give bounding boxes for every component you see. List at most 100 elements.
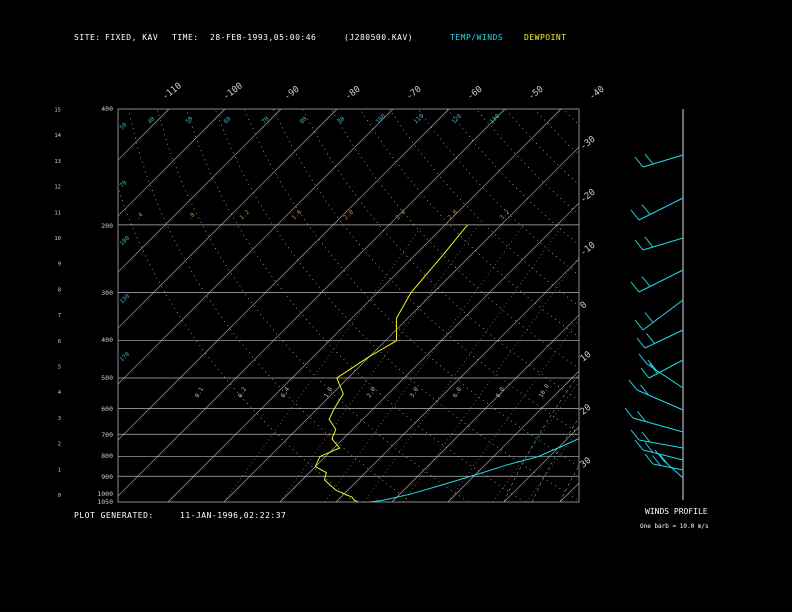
dry-adiabat xyxy=(504,109,579,185)
wind-barb-flag xyxy=(647,359,657,371)
wind-barb-flag xyxy=(640,384,649,396)
temperature-tick-right: -10 xyxy=(579,240,598,258)
temperature-tick-top: -50 xyxy=(527,84,546,102)
altitude-tick-label: 3 xyxy=(58,416,61,422)
altitude-tick-label: 0 xyxy=(58,493,61,499)
pressure-tick-label: 600 xyxy=(101,405,113,413)
isotherm-line xyxy=(784,109,792,502)
wind-barb-flag xyxy=(636,337,646,349)
moist-adiabat xyxy=(728,225,792,502)
wind-barb-staff xyxy=(632,417,684,433)
mixing-ratio-label: .8 xyxy=(186,211,196,221)
dry-adiabat xyxy=(359,109,579,338)
wind-barb-staff xyxy=(642,154,684,168)
profile-dewpoint xyxy=(314,224,468,502)
wind-barb-flag xyxy=(641,276,651,287)
mixing-ratio-line xyxy=(526,428,579,502)
dry-adiabat xyxy=(766,109,792,502)
profile-temp-winds xyxy=(369,437,579,502)
mixing-ratio-line xyxy=(402,256,579,502)
temperature-tick-top: -60 xyxy=(466,84,485,102)
isotherm-line xyxy=(118,109,282,273)
mixing-ratio-label: 1.6 xyxy=(290,209,303,222)
adiabat-label-top: 120 xyxy=(450,113,463,126)
temperature-tick-top: -90 xyxy=(283,84,302,102)
adiabat-label-left: 70 xyxy=(118,179,128,189)
isotherm-line xyxy=(118,109,170,161)
mixing-ratio-label-lower: 2.0 xyxy=(366,386,378,399)
profile-layer xyxy=(314,224,579,502)
pressure-tick-label: 900 xyxy=(101,473,113,481)
temperature-tick-right: 30 xyxy=(579,456,594,471)
winds-profile-title: WINDS PROFILE xyxy=(645,507,708,516)
pressure-tick-label: 800 xyxy=(101,452,113,460)
time-label: TIME: xyxy=(172,33,199,42)
wind-barb-staff xyxy=(648,359,684,379)
altitude-tick-label: 10 xyxy=(54,236,61,242)
pressure-tick-label: 1000 xyxy=(97,490,113,498)
adiabat-label-top: 110 xyxy=(412,113,425,126)
altitude-tick-label: 6 xyxy=(58,339,61,345)
altitude-tick-label: 2 xyxy=(58,442,61,448)
wind-barb-flag xyxy=(628,379,638,391)
wind-barb-flag xyxy=(630,281,640,293)
wind-barb-flag xyxy=(644,453,654,465)
mixing-ratio-line xyxy=(492,381,579,502)
barb-scale-note: One barb = 10.0 m/s xyxy=(640,523,709,530)
isotherm-line xyxy=(616,109,792,502)
dry-adiabat xyxy=(621,109,792,502)
label-layer: 4002003004005006007008009001000105001234… xyxy=(54,81,606,506)
wind-barb-flag xyxy=(640,367,650,379)
dry-adiabat xyxy=(737,109,792,502)
mixing-ratio-label-lower: 0.1 xyxy=(194,386,206,399)
plot-frame xyxy=(117,108,580,503)
time-value: 28-FEB-1993,05:00:46 xyxy=(210,33,317,42)
mixing-ratio-line xyxy=(324,224,524,502)
wind-barb-flag xyxy=(634,239,644,251)
isotherm-line xyxy=(118,109,226,217)
isotherm-line xyxy=(391,314,579,502)
wind-barb-staff xyxy=(638,439,684,449)
temperature-tick-right: -20 xyxy=(579,187,598,205)
dry-adiabat xyxy=(562,109,579,126)
wind-barb-flag xyxy=(630,429,640,441)
site-value: FIXED, KAV xyxy=(105,33,159,42)
mixing-ratio-label: .4 xyxy=(134,211,144,221)
mixing-ratio-label: 3.2 xyxy=(498,209,511,222)
temperature-tick-top: -40 xyxy=(588,84,607,102)
winds-profile xyxy=(624,109,684,500)
pressure-tick-label: 400 xyxy=(101,105,113,113)
mixing-ratio-line xyxy=(223,224,423,502)
isotherm-line xyxy=(118,109,338,329)
temperature-tick-top: -70 xyxy=(405,84,424,102)
mixing-ratio-line xyxy=(447,318,579,502)
mixing-ratio-label-lower: 6.0 xyxy=(452,386,464,399)
mixing-ratio-label-lower: 1.0 xyxy=(323,386,335,399)
moist-adiabat xyxy=(616,225,792,502)
dry-adiabat xyxy=(214,109,579,501)
dry-adiabat xyxy=(243,109,579,467)
wind-barb-flag xyxy=(630,209,640,221)
wind-barb-staff xyxy=(644,329,684,349)
dry-adiabat xyxy=(272,109,579,434)
wind-barb-staff xyxy=(652,463,684,471)
adiabat-label-top: 50 xyxy=(184,115,194,125)
wind-barb-flag xyxy=(652,455,661,466)
wind-barb-staff xyxy=(642,299,684,331)
dry-adiabat xyxy=(388,109,579,307)
isotherm-line xyxy=(503,426,579,502)
moist-adiabat xyxy=(672,225,792,502)
dry-adiabat xyxy=(156,109,469,502)
moist-adiabat xyxy=(503,373,579,502)
wind-barb-staff xyxy=(638,269,684,293)
altitude-tick-label: 1 xyxy=(58,467,61,473)
mixing-ratio-label: 1.2 xyxy=(238,209,251,222)
adiabat-label-left: 130 xyxy=(118,293,131,306)
wind-barb-flag xyxy=(624,407,634,419)
adiabat-label-top: 100 xyxy=(374,113,387,126)
site-label: SITE: xyxy=(74,33,101,42)
wind-barb-flag xyxy=(637,411,646,422)
mixing-ratio-label-lower: 0.2 xyxy=(237,386,249,399)
mixing-ratio-label-lower: 3.0 xyxy=(409,386,421,399)
temperature-tick-right: 10 xyxy=(579,350,594,365)
